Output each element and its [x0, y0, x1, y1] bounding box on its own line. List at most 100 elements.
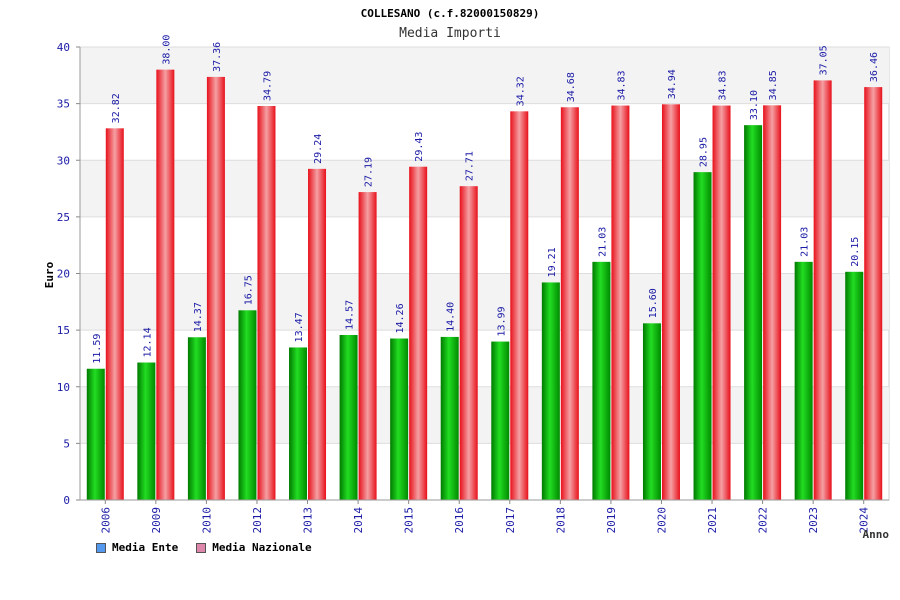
x-tick-label: 2013 — [302, 507, 315, 534]
bar-media-ente — [187, 337, 206, 500]
bar-media-ente — [491, 341, 510, 500]
data-label-media-nazionale: 32.82 — [111, 93, 122, 123]
data-label-media-ente: 33.10 — [749, 90, 760, 120]
y-tick-label: 35 — [57, 98, 70, 111]
bar-media-nazionale — [156, 69, 175, 501]
bar-media-nazionale — [864, 87, 883, 500]
data-label-media-ente: 14.37 — [193, 302, 204, 332]
x-tick-label: 2022 — [757, 507, 770, 534]
y-tick-label: 10 — [57, 381, 70, 394]
data-label-media-ente: 15.60 — [648, 288, 659, 318]
y-tick-label: 0 — [63, 494, 70, 507]
y-tick-label: 40 — [57, 41, 70, 54]
bar-media-nazionale — [257, 106, 276, 501]
x-tick-label: 2020 — [655, 507, 668, 534]
data-label-media-nazionale: 29.43 — [414, 132, 425, 162]
data-label-media-nazionale: 34.68 — [566, 72, 577, 102]
bar-media-ente — [339, 334, 358, 500]
data-label-media-nazionale: 34.32 — [515, 76, 526, 106]
legend-swatch-media-ente — [96, 542, 106, 553]
data-label-media-nazionale: 34.83 — [718, 70, 729, 100]
chart-title: COLLESANO (c.f.82000150829) — [361, 7, 540, 20]
data-label-media-ente: 21.03 — [597, 227, 608, 257]
data-label-media-nazionale: 34.79 — [262, 71, 273, 101]
bar-media-nazionale — [105, 128, 124, 500]
legend: Media Ente Media Nazionale — [96, 541, 312, 554]
data-label-media-nazionale: 37.36 — [212, 42, 223, 72]
data-label-media-ente: 14.40 — [446, 302, 457, 332]
x-tick-label: 2021 — [706, 507, 719, 534]
x-tick-label: 2024 — [858, 507, 871, 534]
bar-media-nazionale — [206, 76, 225, 500]
y-tick-label: 15 — [57, 324, 70, 337]
bar-media-nazionale — [661, 104, 680, 500]
data-label-media-ente: 14.57 — [345, 300, 356, 330]
legend-label-media-nazionale: Media Nazionale — [212, 541, 312, 554]
data-label-media-nazionale: 27.71 — [465, 151, 476, 181]
bar-media-nazionale — [560, 107, 579, 501]
bar-media-ente — [744, 125, 763, 500]
y-axis-label: Euro — [43, 261, 56, 288]
y-tick-label: 30 — [57, 154, 70, 167]
legend-item-media-nazionale: Media Nazionale — [196, 541, 312, 554]
data-label-media-ente: 21.03 — [800, 227, 811, 257]
legend-swatch-media-nazionale — [196, 542, 207, 553]
data-label-media-nazionale: 34.85 — [768, 70, 779, 100]
bar-media-nazionale — [308, 168, 327, 500]
x-tick-label: 2023 — [807, 507, 820, 534]
x-tick-label: 2018 — [554, 507, 567, 534]
y-tick-label: 5 — [63, 437, 70, 450]
x-tick-label: 2009 — [150, 507, 163, 534]
bar-media-ente — [794, 261, 813, 500]
bar-media-ente — [693, 172, 712, 501]
chart-subtitle: Media Importi — [399, 26, 501, 41]
bar-media-nazionale — [358, 192, 377, 501]
data-label-media-nazionale: 38.00 — [161, 35, 172, 65]
data-label-media-nazionale: 29.24 — [313, 134, 324, 164]
bar-media-ente — [137, 362, 156, 500]
x-tick-label: 2015 — [403, 507, 416, 534]
bar-media-ente — [440, 336, 459, 500]
bar-media-nazionale — [510, 111, 529, 501]
bar-media-nazionale — [712, 105, 731, 501]
x-tick-label: 2010 — [200, 507, 213, 534]
data-label-media-ente: 19.21 — [547, 247, 558, 277]
data-label-media-ente: 13.99 — [496, 306, 507, 336]
bar-media-nazionale — [409, 166, 428, 500]
x-tick-label: 2012 — [251, 507, 264, 534]
y-tick-label: 20 — [57, 268, 70, 281]
bar-media-nazionale — [813, 80, 832, 500]
x-tick-label: 2016 — [453, 507, 466, 534]
x-tick-label: 2019 — [605, 507, 618, 534]
y-tick-label: 25 — [57, 211, 70, 224]
x-tick-label: 2006 — [99, 507, 112, 534]
data-label-media-ente: 20.15 — [850, 237, 861, 267]
bar-media-nazionale — [459, 186, 478, 500]
bar-media-ente — [238, 310, 257, 500]
data-label-media-ente: 28.95 — [699, 137, 710, 167]
data-label-media-nazionale: 37.05 — [819, 45, 830, 75]
bar-media-ente — [541, 282, 560, 500]
bar-media-nazionale — [611, 105, 630, 501]
bar-media-ente — [289, 347, 308, 500]
legend-item-media-ente: Media Ente — [96, 541, 178, 554]
data-label-media-ente: 11.59 — [92, 334, 103, 364]
bar-media-ente — [642, 323, 661, 500]
bar-media-nazionale — [763, 105, 782, 500]
bar-media-ente — [86, 368, 105, 500]
data-label-media-nazionale: 36.46 — [869, 52, 880, 82]
bar-media-ente — [592, 261, 611, 500]
legend-label-media-ente: Media Ente — [112, 541, 179, 554]
bar-media-ente — [390, 338, 409, 500]
data-label-media-nazionale: 34.94 — [667, 69, 678, 99]
x-tick-label: 2017 — [504, 507, 517, 534]
data-label-media-ente: 12.14 — [142, 327, 153, 357]
x-axis-label: Anno — [863, 528, 890, 541]
x-tick-label: 2014 — [352, 507, 365, 534]
data-label-media-ente: 16.75 — [243, 275, 254, 305]
data-label-media-ente: 14.26 — [395, 303, 406, 333]
data-label-media-nazionale: 34.83 — [616, 70, 627, 100]
data-label-media-ente: 13.47 — [294, 312, 305, 342]
bar-media-ente — [845, 271, 864, 500]
